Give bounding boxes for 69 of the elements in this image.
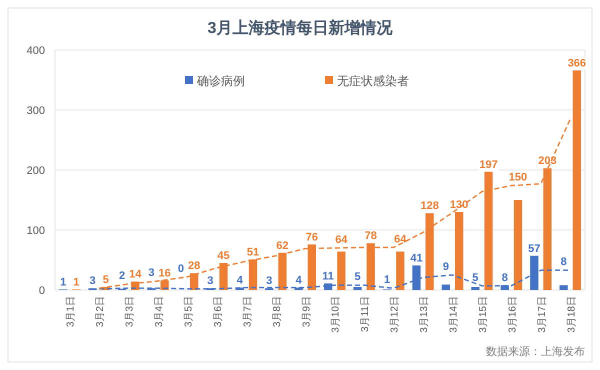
data-label: 41: [410, 252, 423, 264]
data-label: 76: [306, 231, 318, 244]
x-tick-label: 3月11日: [360, 296, 372, 332]
data-label: 64: [394, 233, 408, 246]
data-label: 366: [568, 57, 586, 70]
data-label: 2: [118, 270, 126, 282]
x-tick-label: 3月3日: [124, 296, 136, 328]
x-tick-label: 3月15日: [478, 296, 489, 333]
data-label: 28: [188, 260, 200, 272]
y-tick-label: 300: [26, 105, 45, 117]
bar: [560, 285, 568, 290]
data-label: 45: [217, 250, 230, 262]
data-label: 8: [502, 272, 508, 284]
x-tick-label: 3月10日: [330, 296, 342, 333]
chart-title: 3月上海疫情每日新增情况: [208, 19, 394, 37]
data-label: 0: [178, 262, 184, 275]
bar: [572, 70, 581, 290]
y-tick-label: 400: [26, 45, 45, 57]
x-tick-label: 3月4日: [154, 296, 166, 328]
data-label: 3: [266, 275, 272, 288]
x-tick-label: 3月12日: [390, 296, 401, 333]
data-label: 62: [276, 240, 289, 252]
x-tick-label: 3月18日: [566, 296, 578, 333]
data-label: 14: [129, 268, 142, 281]
y-tick-label: 200: [26, 165, 45, 177]
data-label: 4: [296, 274, 303, 287]
data-label: 78: [364, 230, 377, 242]
bar: [396, 252, 404, 290]
x-tick-label: 3月16日: [507, 296, 518, 333]
bar: [514, 200, 522, 290]
legend-label: 无症状感染者: [337, 74, 409, 88]
data-label: 1: [384, 274, 390, 286]
data-label: 64: [335, 234, 348, 246]
data-label: 1: [73, 276, 80, 288]
data-label: 16: [158, 267, 171, 280]
line-series: [98, 118, 571, 289]
x-tick-label: 3月17日: [536, 296, 548, 333]
data-label: 203: [538, 155, 557, 168]
data-label: 8: [560, 256, 567, 268]
data-label: 57: [528, 242, 540, 255]
bar: [337, 252, 346, 290]
x-tick-label: 3月7日: [242, 296, 254, 328]
x-tick-label: 3月14日: [448, 296, 460, 333]
x-tick-label: 3月1日: [66, 296, 77, 328]
x-tick-label: 3月6日: [212, 296, 224, 328]
data-label: 1: [60, 276, 66, 288]
data-label: 9: [442, 261, 449, 273]
data-label: 3: [90, 275, 96, 288]
x-tick-label: 3月9日: [301, 296, 312, 328]
x-tick-label: 3月2日: [95, 296, 106, 328]
x-tick-label: 3月13日: [419, 296, 430, 333]
source-note: 数据来源：上海发布: [486, 345, 585, 358]
x-tick-label: 3月5日: [184, 296, 194, 328]
data-label: 3: [148, 267, 155, 279]
data-label: 3: [207, 275, 214, 288]
legend-label: 确诊病例: [196, 74, 245, 88]
data-label: 11: [322, 270, 334, 282]
y-tick-label: 0: [38, 285, 45, 297]
x-tick-label: 3月8日: [272, 296, 283, 328]
bar: [442, 284, 450, 290]
data-label: 150: [508, 172, 528, 184]
data-label: 4: [236, 274, 244, 287]
data-label: 5: [102, 274, 109, 286]
data-label: 51: [246, 246, 260, 258]
data-label: 5: [354, 271, 361, 284]
data-label: 128: [420, 200, 439, 212]
data-label: 5: [472, 272, 478, 284]
data-label: 197: [479, 158, 498, 171]
y-tick-label: 100: [26, 225, 45, 237]
